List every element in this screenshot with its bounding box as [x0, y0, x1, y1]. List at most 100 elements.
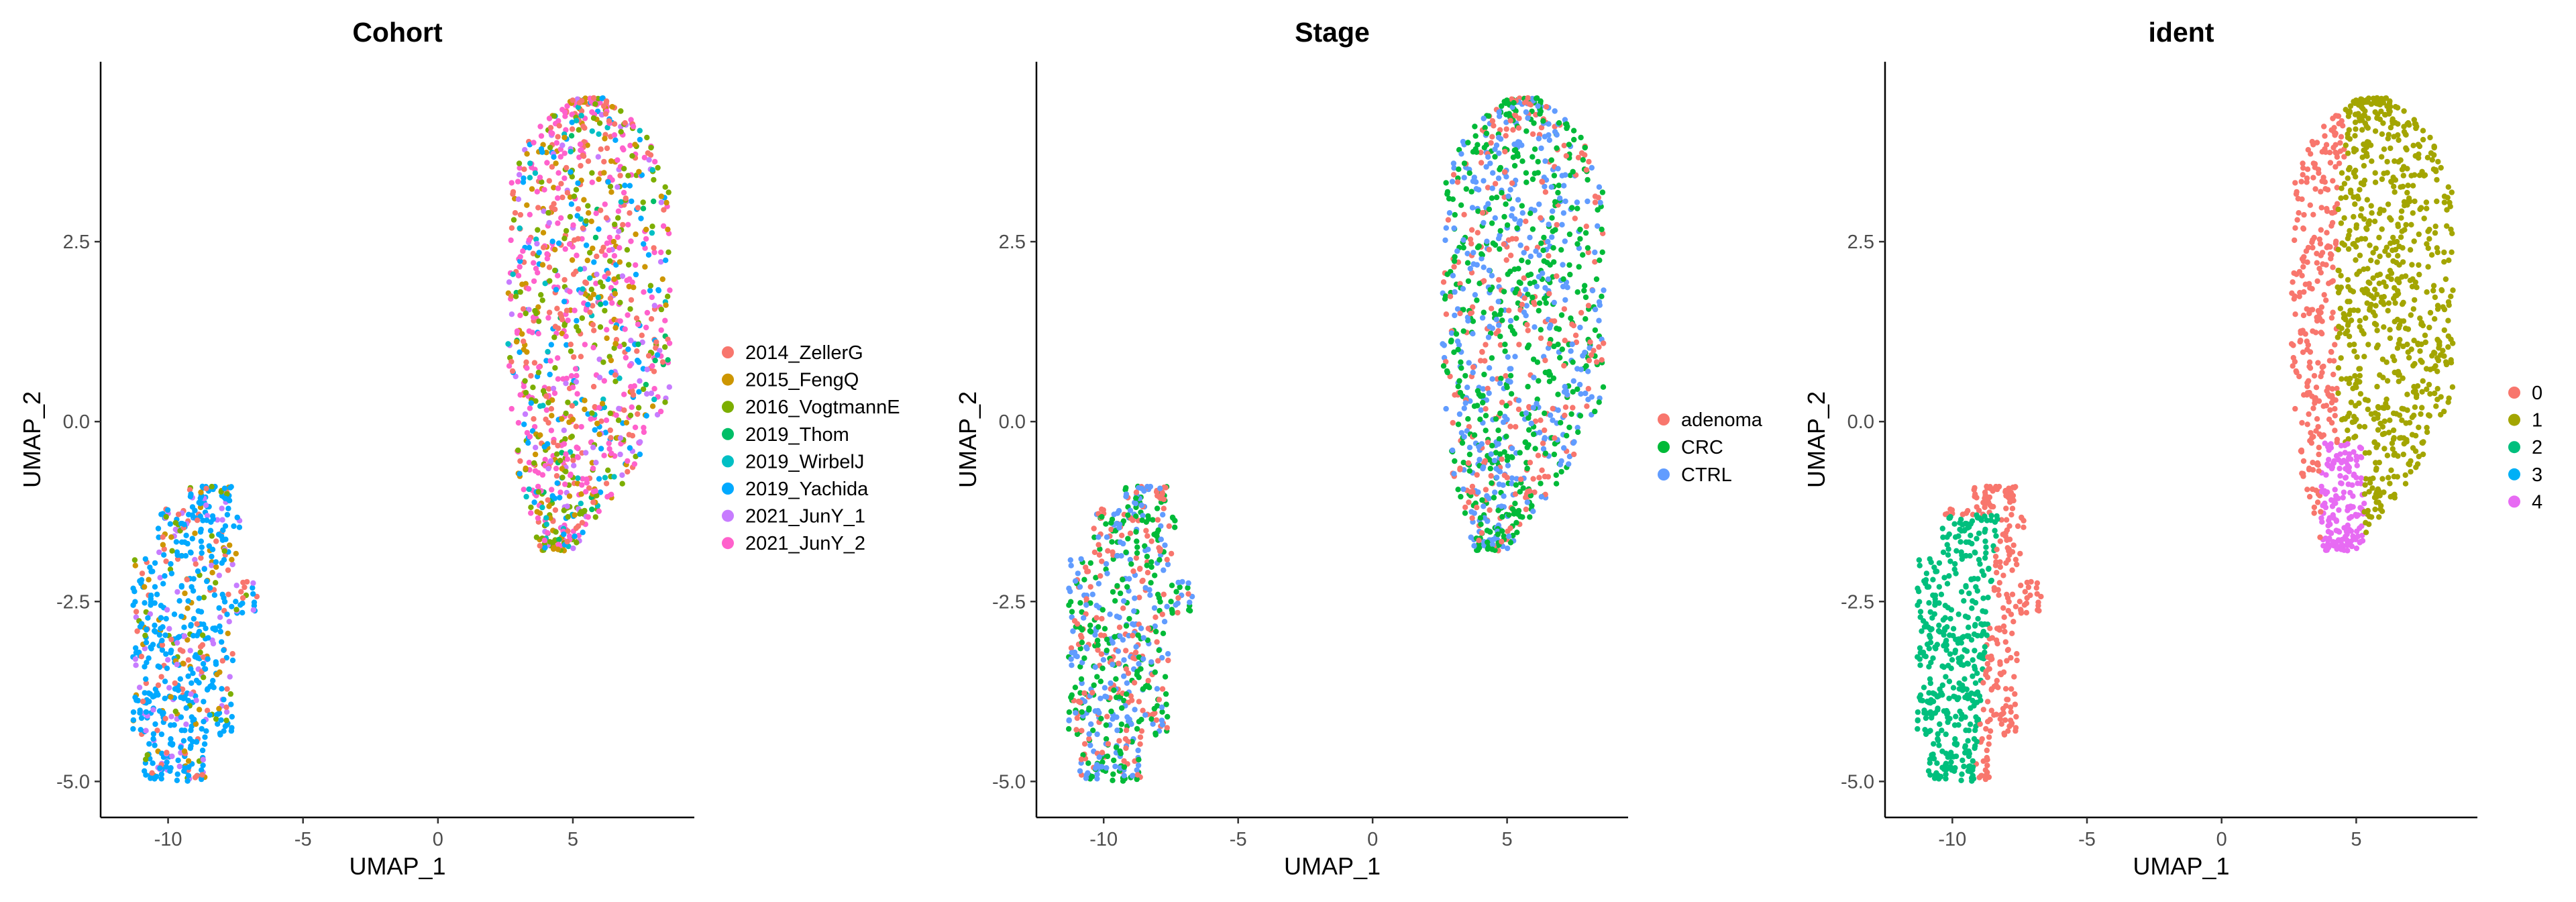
- data-point: [654, 352, 661, 358]
- data-point: [1519, 301, 1525, 307]
- data-point: [1451, 258, 1458, 264]
- data-point: [644, 309, 651, 316]
- legend-swatch: [722, 346, 734, 358]
- data-point: [1530, 405, 1536, 411]
- data-point: [1116, 660, 1122, 666]
- data-point: [1069, 662, 1075, 668]
- data-point: [2376, 460, 2382, 466]
- data-point: [1567, 271, 1573, 278]
- data-point: [1144, 533, 1150, 539]
- data-point: [1168, 599, 1174, 605]
- data-point: [1477, 393, 1484, 399]
- data-point: [1539, 467, 1545, 473]
- x-tick-label: -5: [1230, 829, 1247, 850]
- data-point: [2441, 249, 2447, 256]
- data-point: [570, 457, 576, 464]
- data-point: [574, 252, 580, 258]
- data-point: [2315, 423, 2321, 430]
- data-point: [1540, 440, 1546, 446]
- data-point: [158, 771, 164, 777]
- data-point: [545, 209, 551, 216]
- data-point: [602, 111, 609, 117]
- data-point: [2434, 386, 2440, 392]
- data-point: [1486, 390, 1492, 397]
- data-point: [178, 583, 184, 589]
- data-point: [1144, 554, 1150, 560]
- data-point: [559, 416, 565, 422]
- data-point: [1068, 562, 1074, 568]
- data-point: [163, 764, 169, 770]
- data-point: [1493, 316, 1499, 323]
- data-point: [623, 354, 629, 361]
- data-point: [1125, 536, 1131, 542]
- data-point: [2436, 339, 2443, 345]
- data-point: [596, 176, 602, 183]
- data-point: [2304, 421, 2310, 428]
- data-point: [515, 272, 522, 279]
- data-point: [1530, 476, 1536, 482]
- data-point: [1079, 640, 1085, 646]
- data-point: [1970, 673, 1976, 679]
- data-point: [2384, 103, 2390, 109]
- data-point: [1486, 365, 1493, 371]
- data-point: [1099, 607, 1106, 613]
- data-point: [649, 167, 655, 173]
- data-point: [1564, 433, 1570, 439]
- data-point: [156, 549, 162, 556]
- data-point: [528, 400, 534, 406]
- data-point: [2396, 325, 2402, 331]
- data-point: [1538, 145, 1544, 152]
- data-point: [1958, 589, 1965, 595]
- data-point: [1515, 507, 1522, 514]
- data-point: [133, 609, 140, 615]
- data-point: [576, 127, 582, 133]
- data-point: [645, 150, 651, 156]
- data-point: [1515, 197, 1521, 203]
- data-point: [1548, 184, 1554, 190]
- data-point: [1134, 544, 1140, 550]
- data-point: [1470, 331, 1476, 337]
- data-point: [2368, 203, 2374, 209]
- data-point: [2314, 314, 2320, 321]
- data-point: [192, 556, 198, 563]
- data-point: [585, 203, 591, 209]
- data-point: [1488, 472, 1494, 479]
- data-point: [641, 289, 647, 295]
- data-point: [2345, 134, 2351, 141]
- data-point: [2412, 198, 2418, 205]
- data-point: [150, 731, 157, 737]
- data-point: [1177, 584, 1183, 591]
- data-point: [649, 223, 655, 230]
- data-point: [2430, 287, 2436, 294]
- data-point: [162, 695, 168, 701]
- data-point: [2033, 585, 2039, 591]
- data-point: [196, 680, 202, 686]
- data-point: [506, 279, 513, 285]
- data-point: [1550, 245, 1556, 251]
- data-point: [2449, 189, 2455, 195]
- data-point: [210, 625, 216, 632]
- data-point: [583, 489, 589, 495]
- data-point: [1093, 615, 1099, 621]
- data-point: [2387, 481, 2393, 487]
- data-point: [1523, 109, 1529, 115]
- data-point: [1550, 417, 1556, 423]
- legend-swatch: [1658, 413, 1670, 425]
- data-point: [602, 474, 608, 481]
- data-point: [2363, 315, 2369, 321]
- data-point: [1465, 460, 1472, 466]
- data-point: [2008, 686, 2015, 692]
- data-point: [1577, 236, 1583, 242]
- data-point: [2382, 95, 2389, 101]
- data-point: [589, 109, 595, 115]
- data-point: [2390, 234, 2396, 241]
- data-point: [2412, 153, 2418, 159]
- data-point: [643, 413, 649, 419]
- data-point: [2377, 493, 2383, 499]
- data-point: [239, 600, 246, 607]
- data-point: [2334, 385, 2340, 392]
- data-point: [1104, 765, 1110, 771]
- data-point: [1566, 461, 1572, 467]
- data-point: [2400, 375, 2406, 381]
- data-point: [1087, 560, 1094, 566]
